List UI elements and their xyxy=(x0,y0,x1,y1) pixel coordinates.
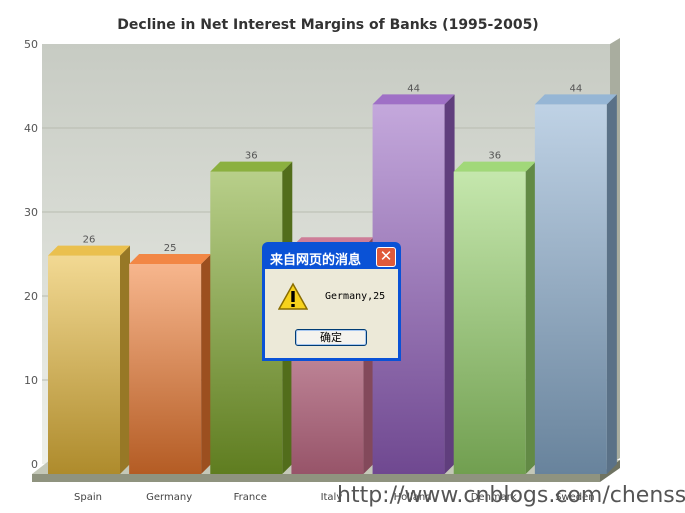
bar-top[interactable] xyxy=(453,161,536,172)
bar[interactable] xyxy=(48,245,130,474)
plot-floor-edge xyxy=(32,474,600,482)
x-tick-label: France xyxy=(234,492,267,503)
bar-side[interactable] xyxy=(120,245,130,474)
bar[interactable] xyxy=(129,254,212,474)
dialog-body: Germany,25 确定 xyxy=(265,269,398,358)
data-label: 36 xyxy=(488,151,501,162)
bar[interactable] xyxy=(534,94,617,475)
data-label: 36 xyxy=(245,151,258,162)
y-tick-label: 20 xyxy=(24,290,38,303)
watermark: http://www.cnblogs.com/chenssy/ xyxy=(337,483,685,508)
chart-title: Decline in Net Interest Margins of Banks… xyxy=(117,17,538,33)
x-tick-label: Germany xyxy=(146,492,192,503)
dialog-message: Germany,25 xyxy=(325,291,386,302)
data-label: 44 xyxy=(569,83,582,94)
bar-front[interactable] xyxy=(129,264,202,474)
close-icon: ✕ xyxy=(379,247,393,265)
x-tick-label: Italy xyxy=(321,492,343,503)
x-tick-label: Sweden xyxy=(555,492,595,503)
bar-top[interactable] xyxy=(129,254,212,264)
bar[interactable] xyxy=(453,161,536,474)
bar-top[interactable] xyxy=(48,245,130,256)
y-tick-label: 30 xyxy=(24,206,38,219)
y-tick-label: 40 xyxy=(24,122,38,135)
bar-top[interactable] xyxy=(372,94,455,105)
bar-side[interactable] xyxy=(606,94,617,475)
data-label: 44 xyxy=(407,83,420,94)
bar-side[interactable] xyxy=(201,254,212,474)
warning-icon xyxy=(278,282,308,310)
ok-button[interactable]: 确定 xyxy=(295,329,367,346)
bar-front[interactable] xyxy=(534,104,607,475)
bar-side[interactable] xyxy=(444,94,455,475)
y-tick-label: 50 xyxy=(24,38,38,51)
close-button[interactable]: ✕ xyxy=(376,247,396,267)
data-label: 25 xyxy=(164,243,177,254)
y-tick-label: 10 xyxy=(24,374,38,387)
x-tick-label: Holland xyxy=(394,492,432,503)
x-tick-label: Denmark xyxy=(471,492,517,503)
bar-top[interactable] xyxy=(534,94,617,105)
dialog-title: 来自网页的消息 xyxy=(270,253,362,268)
bar-front[interactable] xyxy=(453,171,526,474)
bar-front[interactable] xyxy=(48,255,120,474)
x-tick-label: Spain xyxy=(74,492,102,503)
data-label: 26 xyxy=(83,235,96,246)
y-tick-label: 0 xyxy=(31,458,38,471)
bar-top[interactable] xyxy=(210,161,293,172)
bar-side[interactable] xyxy=(525,161,536,474)
alert-dialog: 来自网页的消息 ✕ Germany,25 确定 xyxy=(262,242,401,361)
dialog-titlebar[interactable]: 来自网页的消息 ✕ xyxy=(265,245,398,269)
